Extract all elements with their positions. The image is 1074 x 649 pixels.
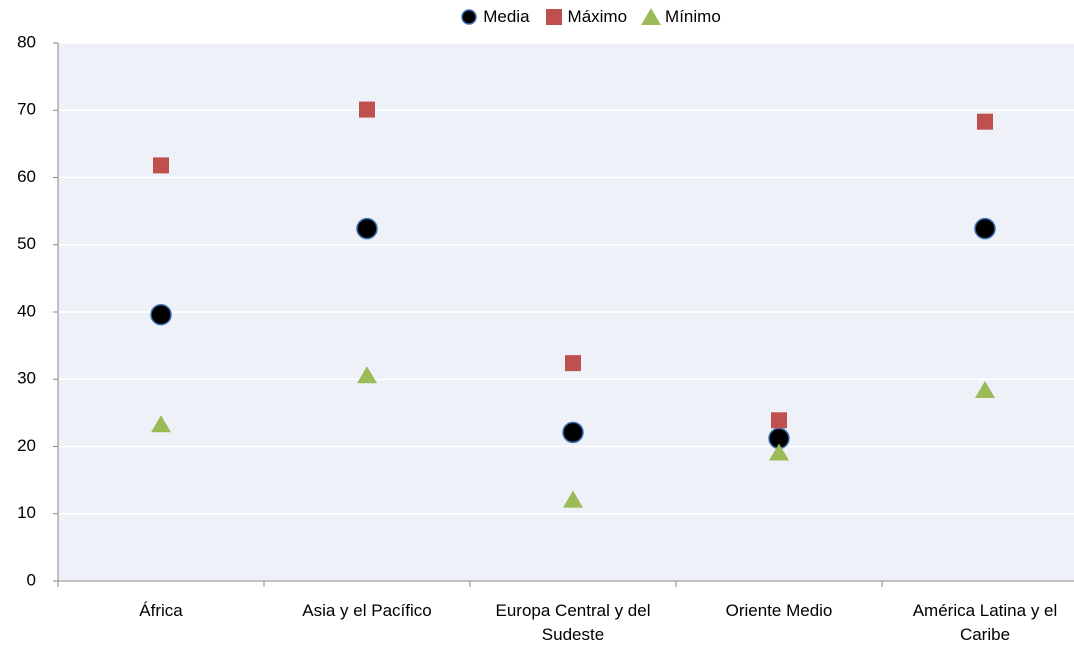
legend-marker: [641, 8, 662, 25]
legend-label: Media: [483, 7, 530, 26]
y-tick-label: 30: [17, 369, 36, 388]
point: [565, 355, 581, 372]
point: [975, 381, 995, 399]
legend-label: Mínimo: [665, 7, 721, 26]
point: [771, 412, 787, 429]
point: [150, 303, 172, 326]
point: [977, 113, 993, 130]
x-tick-label: Asia y el Pacífico: [302, 601, 432, 620]
x-tick-label: América Latina y el Caribe: [912, 601, 1058, 644]
y-tick-label: 80: [17, 32, 36, 51]
y-tick-label: 0: [27, 570, 36, 589]
point: [153, 157, 169, 174]
point: [562, 421, 584, 444]
point: [359, 101, 375, 118]
x-tick-label: Europa Central y del Sudeste: [495, 601, 651, 644]
point: [563, 490, 583, 508]
point: [461, 9, 477, 25]
point: [545, 9, 562, 25]
y-tick-label: 60: [17, 167, 36, 186]
point: [974, 217, 996, 240]
y-tick-label: 70: [17, 100, 36, 119]
legend: Media Máximo Mínimo: [0, 7, 1074, 27]
point: [357, 366, 377, 384]
point: [356, 217, 378, 240]
legend-item: Máximo: [544, 7, 628, 27]
legend-item: Media: [459, 7, 530, 27]
y-tick-label: 50: [17, 234, 36, 253]
point: [641, 8, 662, 25]
y-tick-label: 10: [17, 503, 36, 522]
y-tick-label: 40: [17, 301, 36, 320]
y-tick-label: 20: [17, 436, 36, 455]
x-tick-label: Oriente Medio: [725, 601, 833, 620]
legend-item: Mínimo: [641, 7, 721, 27]
x-tick-label: África: [139, 601, 183, 620]
legend-label: Máximo: [567, 7, 628, 26]
legend-marker: [545, 9, 562, 25]
point: [151, 415, 171, 433]
legend-marker: [461, 9, 477, 25]
point: [769, 443, 789, 461]
